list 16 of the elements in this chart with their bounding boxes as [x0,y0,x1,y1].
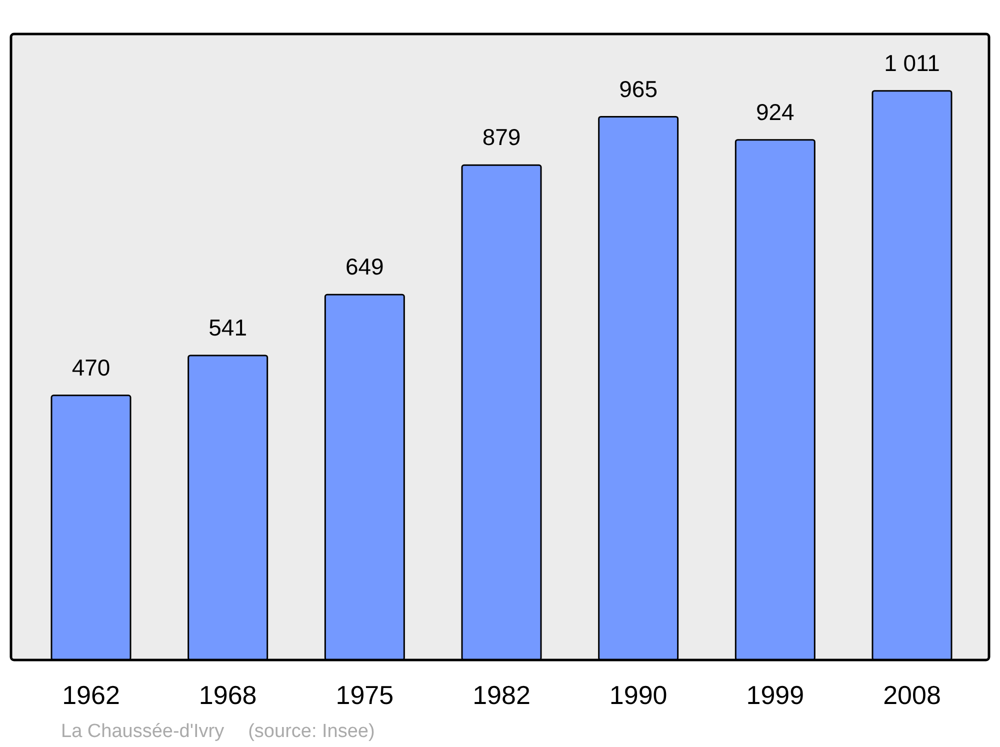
data-label: 879 [482,124,521,150]
x-tick-label: 1982 [472,680,530,710]
x-tick-label: 1968 [198,680,257,710]
text: (source: Insee) [248,721,375,742]
data-label: 470 [72,354,110,380]
data-label: 965 [619,76,658,102]
data-label: 924 [756,98,795,125]
x-tick-label: 2008 [883,680,941,710]
data-label: 541 [208,314,248,340]
x-tick-label: 1999 [746,680,804,710]
x-tick-label: 1962 [62,680,120,710]
data-label: 1 011 [884,50,940,76]
data-label: 649 [345,254,384,280]
x-tick-label: 1990 [609,680,668,710]
text: La Chaussée-d'Ivry [61,721,225,742]
x-tick-label: 1975 [336,680,394,710]
